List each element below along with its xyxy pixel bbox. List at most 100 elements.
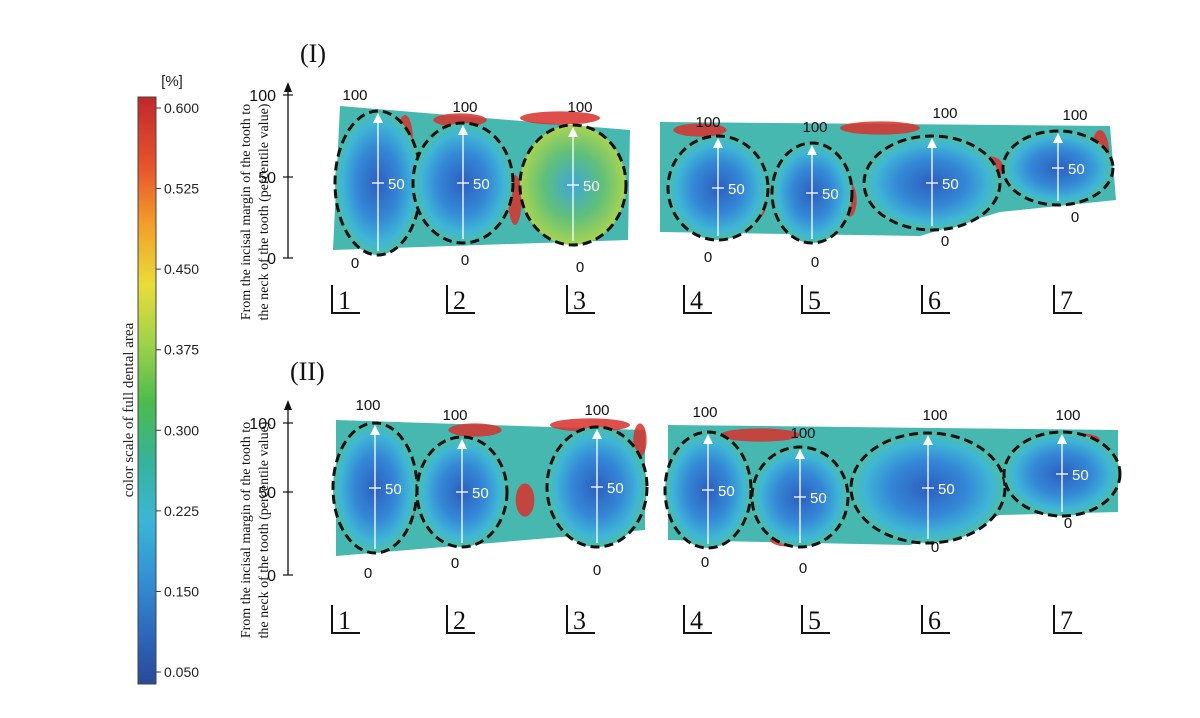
high-value-region [633, 423, 647, 457]
tooth-top-label: 100 [355, 397, 380, 414]
tooth-outline [750, 445, 850, 549]
tooth-outline [545, 425, 649, 549]
tooth-top-label: 100 [1062, 107, 1087, 124]
quadrant-bracket [331, 605, 360, 634]
tooth-number: 4 [690, 286, 703, 315]
tooth-midline-arrow [457, 439, 467, 449]
tooth-outline [411, 121, 515, 245]
tooth-top-label: 100 [692, 404, 717, 421]
color-scale-ticks: 0.600 0.525 0.450 0.375 0.300 0.225 0.150 0.050 [156, 100, 199, 680]
tooth-number: 1 [338, 606, 351, 635]
tooth-number: 7 [1060, 286, 1073, 315]
tooth-bottom-label: 0 [931, 539, 939, 556]
percentile-axis-tick-label: 100 [249, 416, 276, 433]
tooth-number: 7 [1060, 606, 1073, 635]
tooth-bottom-label: 0 [351, 255, 359, 272]
panel-label: (II) [290, 357, 325, 386]
tooth-outline [1001, 129, 1115, 207]
quadrant-bracket [331, 285, 360, 314]
tooth-bottom-label: 0 [461, 252, 469, 269]
quadrant-bracket [446, 605, 475, 634]
quadrant-bracket [801, 605, 830, 634]
tooth-top-label: 100 [584, 402, 609, 419]
tooth-number: 6 [928, 286, 941, 315]
tooth-top-label: 100 [342, 87, 367, 104]
percentile-axis-tick-label: 100 [249, 88, 276, 105]
tooth-mid-label: 50 [728, 181, 745, 198]
percentile-axis-title: From the incisal margin of the tooth to t… [239, 421, 272, 638]
tooth-top-label: 100 [932, 105, 957, 122]
color-scale-tick-label: 0.450 [164, 261, 199, 277]
tooth-midline-arrow [927, 138, 937, 148]
color-scale-tick-label: 0.225 [164, 503, 199, 519]
tooth-bottom-label: 0 [704, 249, 712, 266]
high-value-region [673, 123, 727, 137]
tooth-mid-label: 50 [472, 485, 489, 502]
tooth-outline [666, 134, 770, 242]
tooth-bottom-label: 0 [941, 233, 949, 250]
tooth-mid-label: 50 [607, 480, 624, 497]
percentile-axis-tick-label: 0 [267, 568, 276, 585]
high-value-region [448, 423, 502, 437]
high-value-region [520, 111, 600, 125]
tooth-number: 4 [690, 606, 703, 635]
percentile-axis-tick-label: 50 [258, 170, 276, 187]
tooth-outline [770, 141, 854, 245]
percentile-axis-title-line1: From the incisal margin of the tooth to [239, 104, 254, 320]
tooth-midline-arrow [458, 125, 468, 135]
tooth-top-label: 100 [695, 114, 720, 131]
tooth-bottom-label: 0 [701, 554, 709, 571]
tooth-top-label: 100 [790, 425, 815, 442]
tooth-mid-label: 50 [385, 481, 402, 498]
tooth-top-label: 100 [452, 99, 477, 116]
tooth-bottom-label: 0 [799, 560, 807, 577]
tooth-midline-arrow [923, 435, 933, 445]
color-scale-tick-label: 0.300 [164, 422, 199, 438]
tooth-midline-arrow [370, 425, 380, 435]
tooth-outline [849, 431, 1007, 545]
quadrant-bracket [1053, 285, 1082, 314]
quadrant-bracket [801, 285, 830, 314]
tooth-mid-label: 50 [1068, 161, 1085, 178]
color-scale-tick-label: 0.050 [164, 664, 199, 680]
color-scale-tick-label: 0.375 [164, 342, 199, 358]
percentile-axis-title: From the incisal margin of the tooth to t… [239, 103, 272, 320]
tooth-top-label: 100 [802, 119, 827, 136]
tooth-midline-arrow [713, 138, 723, 148]
quadrant-bracket [566, 285, 595, 314]
tooth-midline-arrow [807, 145, 817, 155]
tooth-mid-label: 50 [810, 490, 827, 507]
percentile-axis-title-line1: From the incisal margin of the tooth to [239, 422, 254, 638]
color-scale-tick-label: 0.600 [164, 100, 199, 116]
tooth-midline-arrow [592, 429, 602, 439]
tooth-mid-label: 50 [388, 176, 405, 193]
tooth-midline-arrow [703, 434, 713, 444]
tooth-outline [1002, 430, 1122, 518]
percentile-axis-arrow [284, 82, 292, 92]
percentile-axis-title-line2: the neck of the tooth (percentile value) [257, 103, 272, 320]
tooth-number: 2 [453, 606, 466, 635]
color-scale-bar: [%] color scale of full dental area 0.60… [121, 73, 199, 685]
tooth-bottom-label: 0 [1064, 515, 1072, 532]
tooth-mid-label: 50 [822, 186, 839, 203]
high-value-region [515, 483, 535, 517]
tooth-mid-label: 50 [942, 176, 959, 193]
tooth-mid-label: 50 [718, 483, 735, 500]
color-scale-unit: [%] [161, 73, 183, 90]
quadrant-bracket [921, 605, 950, 634]
tooth-number: 3 [573, 606, 586, 635]
tooth-bottom-label: 0 [451, 555, 459, 572]
tooth-midline-arrow [1053, 133, 1063, 143]
tooth-midline-arrow [795, 449, 805, 459]
quadrant-bracket [566, 605, 595, 634]
tooth-mid-label: 50 [583, 178, 600, 195]
tooth-outline [415, 435, 509, 549]
color-scale-tick-label: 0.150 [164, 583, 199, 599]
tooth-top-label: 100 [922, 407, 947, 424]
tooth-midline-arrow [373, 113, 383, 123]
quadrant-bracket [446, 285, 475, 314]
tooth-outline [862, 134, 1002, 232]
tooth-number: 5 [808, 606, 821, 635]
